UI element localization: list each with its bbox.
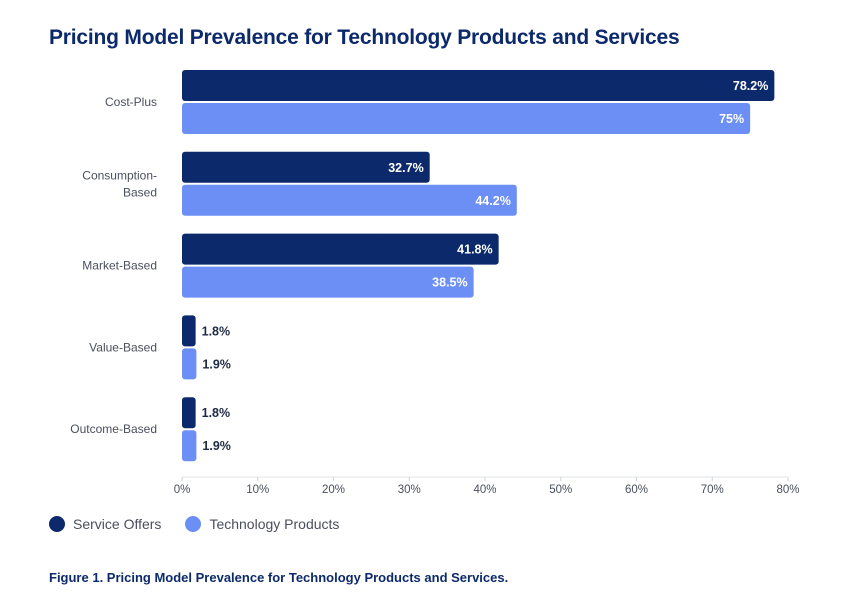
bar-technology-products-market-based — [182, 266, 474, 298]
bars — [182, 70, 775, 462]
category-label-outcome-based: Outcome-Based — [70, 422, 157, 436]
value-label-technology-products-outcome-based: 1.9% — [202, 439, 231, 453]
x-tick-label-80: 80% — [776, 484, 799, 496]
category-label-value-based: Value-Based — [89, 340, 157, 354]
legend-swatch-technology-products — [185, 516, 202, 532]
category-label-consumption-based: Consumption-Based — [82, 168, 157, 199]
x-tick-label-0: 0% — [174, 484, 191, 496]
x-tick-label-70: 70% — [701, 484, 724, 496]
bar-technology-products-value-based — [182, 348, 197, 380]
value-labels: 78.2% 75% 32.7% 44.2% 41.8% 38.5% 1.8% 1.9% 1.8%… — [202, 79, 769, 453]
value-label-technology-products-value-based: 1.9% — [202, 357, 231, 371]
category-label-market-based: Market-Based — [82, 259, 157, 273]
category-labels: Cost-Plus Consumption-Based Market-Based Va… — [70, 95, 157, 436]
bar-service-offers-market-based — [182, 233, 499, 265]
x-tick-label-20: 20% — [322, 484, 345, 496]
bar-service-offers-outcome-based — [182, 397, 196, 429]
x-tick-label-60: 60% — [625, 484, 648, 496]
x-tick-label-10: 10% — [246, 484, 269, 496]
value-label-technology-products-cost-plus: 75% — [719, 112, 744, 126]
legend-item-service-offers: Service Offers — [49, 516, 161, 532]
value-label-service-offers-value-based: 1.8% — [202, 324, 231, 338]
figure-caption: Figure 1. Pricing Model Prevalence for T… — [49, 570, 509, 585]
bar-service-offers-cost-plus — [182, 70, 775, 101]
bar-technology-products-consumption-based — [182, 184, 517, 216]
legend: Service Offers Technology Products — [49, 516, 363, 532]
value-label-service-offers-outcome-based: 1.8% — [202, 406, 231, 420]
legend-label-service-offers: Service Offers — [73, 516, 162, 532]
bar-service-offers-consumption-based — [182, 151, 430, 183]
legend-swatch-service-offers — [49, 516, 65, 532]
x-tick-label-50: 50% — [549, 484, 572, 496]
value-label-service-offers-market-based: 41.8% — [457, 243, 492, 257]
chart-title: Pricing Model Prevalence for Technology … — [49, 26, 680, 49]
category-label-cost-plus: Cost-Plus — [105, 95, 157, 109]
value-label-service-offers-consumption-based: 32.7% — [388, 161, 423, 175]
bar-technology-products-cost-plus — [182, 103, 751, 134]
bar-service-offers-value-based — [182, 315, 196, 347]
value-label-technology-products-consumption-based: 44.2% — [475, 194, 510, 208]
x-tick-label-30: 30% — [398, 484, 421, 496]
bar-technology-products-outcome-based — [182, 430, 197, 462]
legend-item-technology-products: Technology Products — [185, 516, 339, 532]
value-label-service-offers-cost-plus: 78.2% — [733, 79, 768, 93]
x-axis: 0% 10% 20% 30% 40% 50% 60% 70% 80% — [174, 476, 800, 496]
x-tick-label-40: 40% — [473, 484, 496, 496]
value-label-technology-products-market-based: 38.5% — [432, 276, 467, 290]
legend-label-technology-products: Technology Products — [209, 516, 340, 532]
